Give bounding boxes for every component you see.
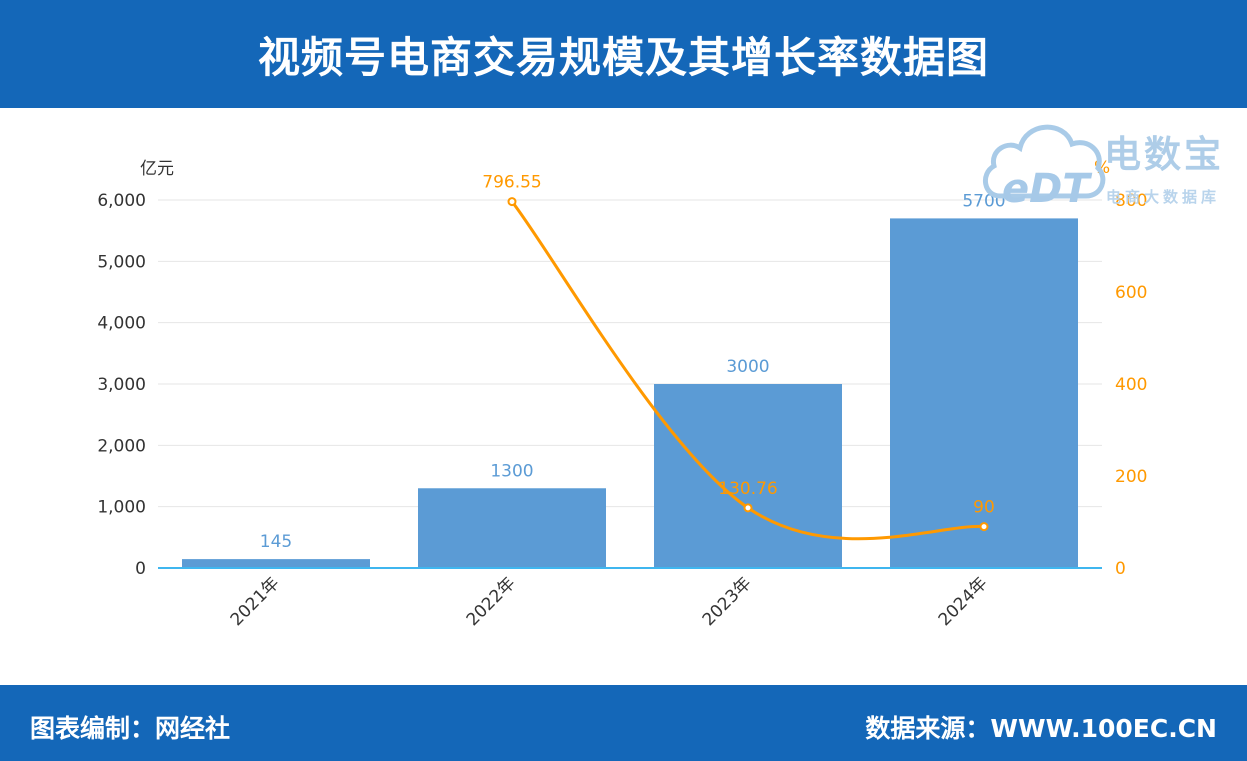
line-point xyxy=(743,503,753,513)
y-tick-label: 6,000 xyxy=(97,191,146,211)
bar xyxy=(654,384,842,568)
bar xyxy=(418,488,606,568)
watermark-subtitle: 电商大数据库 xyxy=(1106,188,1221,206)
y2-tick-label: 400 xyxy=(1115,375,1147,395)
x-tick-label: 2021年 xyxy=(227,573,284,630)
y2-tick-label: 0 xyxy=(1115,559,1126,579)
watermark-name: 电数宝 xyxy=(1104,133,1224,176)
line-value-label: 796.55 xyxy=(482,173,541,193)
line-value-label: 90 xyxy=(973,498,995,518)
bar-value-label: 1300 xyxy=(490,461,533,481)
line-point xyxy=(507,197,517,207)
y-tick-label: 2,000 xyxy=(97,436,146,456)
chart-author: 图表编制：网经社 xyxy=(30,714,231,743)
bar-value-label: 3000 xyxy=(726,357,769,377)
y-tick-label: 4,000 xyxy=(97,314,146,334)
y-tick-label: 1,000 xyxy=(97,498,146,518)
growth-rate-line xyxy=(510,200,985,541)
data-source: 数据来源：WWW.100EC.CN xyxy=(865,714,1217,743)
y-tick-label: 0 xyxy=(135,559,146,579)
x-tick-label: 2022年 xyxy=(463,573,520,630)
watermark: eDT 电数宝 电商大数据库 xyxy=(982,116,1240,212)
logo-text: eDT xyxy=(1002,166,1092,212)
bar xyxy=(890,218,1078,568)
footer-bar: 图表编制：网经社 数据来源：WWW.100EC.CN xyxy=(0,685,1247,761)
x-tick-label: 2024年 xyxy=(935,573,992,630)
line-point xyxy=(979,522,989,532)
header-bar: 视频号电商交易规模及其增长率数据图 xyxy=(0,0,1247,108)
bar xyxy=(182,559,370,568)
y-tick-label: 3,000 xyxy=(97,375,146,395)
y-axis-title: 亿元 xyxy=(140,159,174,179)
y2-tick-label: 200 xyxy=(1115,467,1147,487)
chart-title: 视频号电商交易规模及其增长率数据图 xyxy=(257,33,989,82)
y2-tick-label: 600 xyxy=(1115,283,1147,303)
y-tick-label: 5,000 xyxy=(97,252,146,272)
x-tick-label: 2023年 xyxy=(699,573,756,630)
cloud-logo-icon: eDT xyxy=(983,124,1106,212)
line-value-label: 130.76 xyxy=(718,479,777,499)
combo-chart: 0 1,000 2,000 3,000 4,000 5,000 6,000 0 200 400 60… xyxy=(97,158,1147,630)
y2-tick-label: 800 xyxy=(1115,191,1147,211)
bar-value-label: 145 xyxy=(260,532,292,552)
